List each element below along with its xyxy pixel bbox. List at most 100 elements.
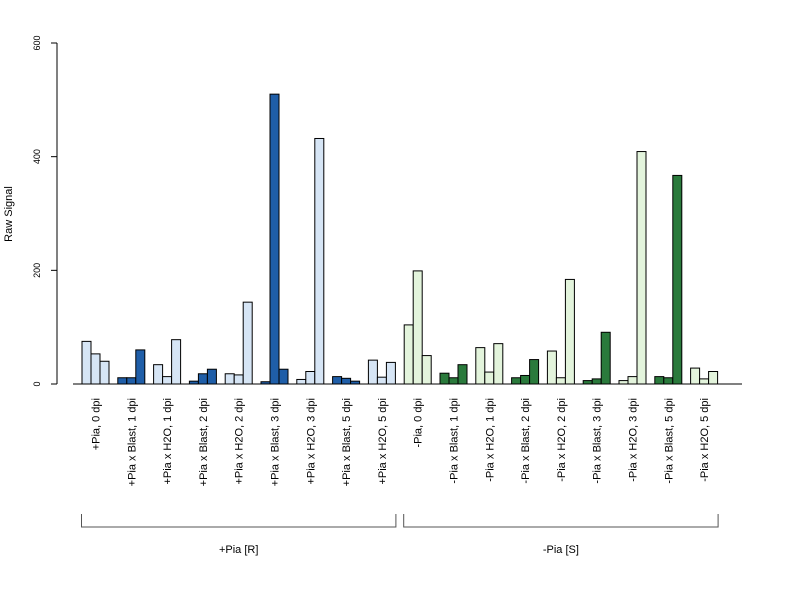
bar — [224, 373, 235, 385]
bar — [564, 278, 575, 385]
bar — [618, 380, 629, 385]
bar — [269, 93, 280, 385]
bar — [135, 349, 146, 385]
bar — [412, 270, 423, 385]
x-tick-label: +Pia x H2O, 5 dpi — [377, 398, 389, 485]
x-tick-label: -Pia x H2O, 5 dpi — [699, 398, 711, 482]
bar — [314, 137, 325, 385]
bar — [448, 377, 459, 385]
bar — [126, 377, 137, 385]
bar-group — [582, 331, 611, 385]
bar — [636, 151, 647, 385]
section-label: +Pia [R] — [219, 544, 258, 556]
x-tick-label: -Pia, 0 dpi — [413, 398, 425, 448]
bar-group — [690, 367, 719, 385]
bar-group — [296, 137, 325, 385]
bar — [242, 301, 253, 385]
bar — [421, 355, 432, 385]
x-tick-label: -Pia x H2O, 3 dpi — [628, 398, 640, 482]
bar — [117, 377, 128, 385]
bar — [672, 174, 683, 385]
bar — [511, 377, 522, 385]
bar — [699, 378, 710, 385]
bar — [376, 376, 387, 385]
y-tick-label: 0 — [32, 381, 42, 386]
bar — [582, 380, 593, 385]
y-tick-label: 200 — [32, 263, 42, 278]
bar — [403, 324, 414, 385]
x-tick-label: -Pia x H2O, 1 dpi — [484, 398, 496, 482]
bar — [457, 364, 468, 385]
bar — [708, 370, 719, 385]
x-tick-label: +Pia x Blast, 3 dpi — [270, 398, 282, 486]
x-tick-label: +Pia x Blast, 5 dpi — [341, 398, 353, 486]
x-tick-labels: +Pia, 0 dpi +Pia x Blast, 1 dpi +Pia x H2O… — [91, 398, 712, 486]
bar-group — [403, 270, 432, 385]
x-tick-label: -Pia x Blast, 3 dpi — [592, 398, 604, 484]
bar-group — [475, 343, 504, 385]
bar-group — [117, 349, 146, 385]
section-bracket — [403, 514, 719, 528]
bar — [99, 360, 110, 385]
bar-group — [654, 174, 683, 385]
bar-group — [81, 340, 110, 385]
bar — [81, 340, 92, 385]
bar — [171, 339, 182, 385]
x-tick-label: +Pia x Blast, 2 dpi — [198, 398, 210, 486]
bar — [591, 378, 602, 385]
x-tick-label: -Pia x Blast, 1 dpi — [449, 398, 461, 484]
bar-group — [224, 301, 253, 385]
bar — [600, 331, 611, 385]
x-tick-label: +Pia x H2O, 3 dpi — [305, 398, 317, 485]
bar — [341, 377, 352, 385]
bar-group — [546, 278, 575, 385]
bar-group — [153, 339, 182, 385]
x-tick-label: +Pia x H2O, 2 dpi — [234, 398, 246, 485]
bar — [663, 377, 674, 385]
bar-group — [188, 368, 217, 385]
bar — [206, 368, 217, 385]
bar — [484, 371, 495, 385]
bar-group — [439, 364, 468, 385]
bar — [197, 373, 208, 385]
y-tick-label: 400 — [32, 149, 42, 164]
x-tick-label: -Pia x H2O, 2 dpi — [556, 398, 568, 482]
bar — [233, 374, 244, 385]
section-label: -Pia [S] — [543, 544, 579, 556]
bars-layer — [81, 93, 719, 385]
group-brackets: +Pia [R] -Pia [S] — [81, 514, 719, 556]
bar — [439, 372, 450, 385]
x-tick-label: -Pia x Blast, 5 dpi — [663, 398, 675, 484]
bar-group — [260, 93, 289, 385]
bar — [690, 367, 701, 385]
bar-group — [367, 359, 396, 385]
bar — [627, 376, 638, 385]
bar — [153, 364, 164, 385]
bar — [332, 376, 343, 385]
bar — [475, 347, 486, 385]
bar — [546, 350, 557, 385]
y-axis-label: Raw Signal — [3, 186, 15, 242]
bar — [654, 376, 665, 385]
bar — [305, 370, 316, 385]
bar — [520, 374, 531, 385]
section-bracket — [81, 514, 397, 528]
bar-group — [618, 151, 647, 385]
bar-group — [511, 359, 540, 385]
y-axis: 0 200 400 600 — [32, 35, 58, 387]
bar — [162, 376, 173, 385]
x-tick-label: -Pia x Blast, 2 dpi — [520, 398, 532, 484]
bar — [296, 378, 307, 385]
bar — [529, 359, 540, 385]
bar — [90, 353, 101, 385]
bar-group — [332, 376, 361, 385]
bar — [493, 343, 504, 385]
bar — [555, 377, 566, 385]
bar — [278, 368, 289, 385]
bar — [385, 361, 396, 385]
y-tick-label: 600 — [32, 35, 42, 50]
bar — [367, 359, 378, 385]
x-tick-label: +Pia x Blast, 1 dpi — [126, 398, 138, 486]
x-tick-label: +Pia, 0 dpi — [91, 398, 103, 450]
